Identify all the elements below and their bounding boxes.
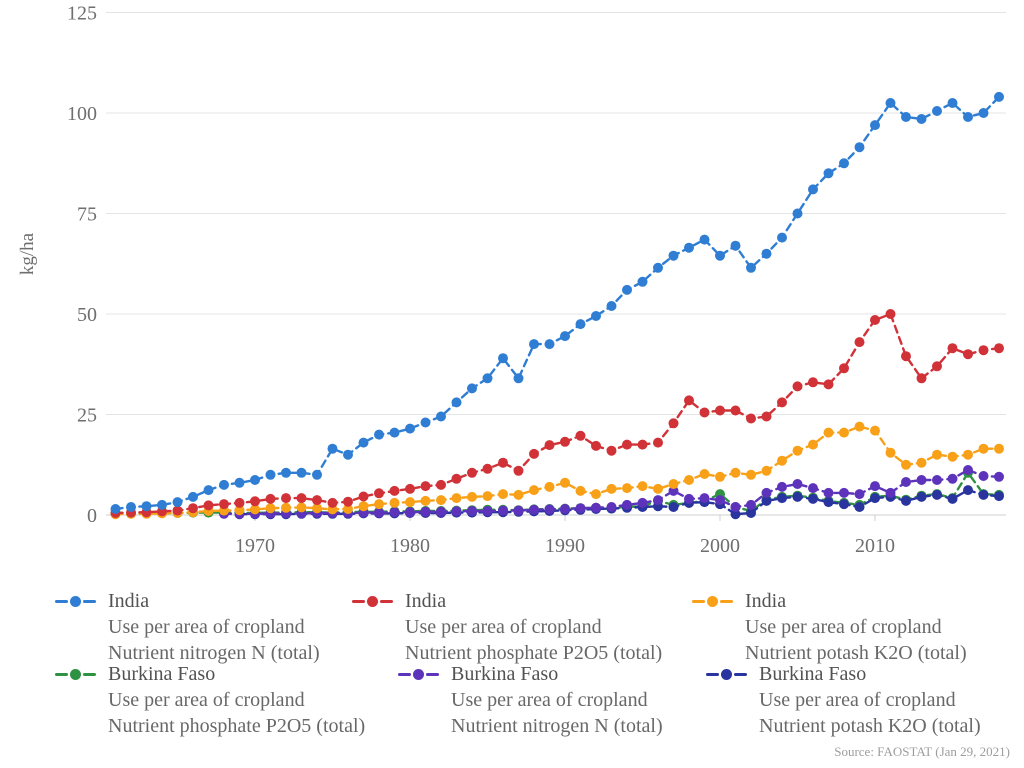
- legend-nutrient: Nutrient potash K2O (total): [745, 642, 967, 664]
- legend-metric: Use per area of cropland: [745, 616, 942, 638]
- legend-marker-icon: [706, 669, 750, 680]
- legend-country: India: [108, 590, 150, 612]
- y-tick-label: 0: [87, 505, 97, 527]
- series-0: [110, 91, 1004, 514]
- source-note: Source: FAOSTAT (Jan 29, 2021): [834, 744, 1010, 759]
- legend-country: Burkina Faso: [451, 663, 559, 685]
- legend-marker-icon: [55, 596, 99, 607]
- legend-country: India: [405, 590, 447, 612]
- y-tick-label: 25: [77, 405, 97, 427]
- legend-nutrient: Nutrient potash K2O (total): [759, 715, 981, 737]
- legend-country: India: [745, 590, 787, 612]
- series-2: [110, 421, 1004, 520]
- legend-metric: Use per area of cropland: [108, 616, 305, 638]
- series-1: [110, 309, 1004, 518]
- y-axis-title: kg/ha: [17, 232, 38, 276]
- x-tick-label: 2000: [700, 535, 740, 557]
- x-tick-label: 1990: [545, 535, 585, 557]
- legend-item-india-potash[interactable]: India Use per area of cropland Nutrient …: [692, 588, 967, 666]
- legend-marker-icon: [352, 596, 396, 607]
- legend-item-burkina-potash[interactable]: Burkina Faso Use per area of cropland Nu…: [706, 661, 981, 739]
- legend-country: Burkina Faso: [759, 663, 867, 685]
- legend-nutrient: Nutrient nitrogen N (total): [451, 715, 663, 737]
- legend-metric: Use per area of cropland: [451, 689, 648, 711]
- legend-item-india-nitrogen[interactable]: India Use per area of cropland Nutrient …: [55, 588, 320, 666]
- x-tick-label: 1970: [235, 535, 275, 557]
- legend-item-burkina-nitrogen[interactable]: Burkina Faso Use per area of cropland Nu…: [398, 661, 663, 739]
- legend-item-burkina-phosphate[interactable]: Burkina Faso Use per area of cropland Nu…: [55, 661, 365, 739]
- legend-country: Burkina Faso: [108, 663, 216, 685]
- legend-nutrient: Nutrient phosphate P2O5 (total): [108, 715, 366, 737]
- legend-nutrient: Nutrient nitrogen N (total): [108, 642, 320, 664]
- legend-marker-icon: [398, 669, 442, 680]
- x-tick-label: 2010: [855, 535, 895, 557]
- line-chart[interactable]: 0 25 50 75 100 125 1970 1980 1990 2000 2010: [0, 0, 1024, 570]
- y-tick-label: 50: [77, 304, 97, 326]
- legend-marker-icon: [55, 669, 99, 680]
- legend-marker-icon: [692, 596, 736, 607]
- y-tick-label: 75: [77, 204, 97, 226]
- x-tick-label: 1980: [390, 535, 430, 557]
- legend-metric: Use per area of cropland: [108, 689, 305, 711]
- y-tick-label: 100: [67, 103, 97, 125]
- legend-nutrient: Nutrient phosphate P2O5 (total): [405, 642, 663, 664]
- legend-metric: Use per area of cropland: [759, 689, 956, 711]
- y-tick-label: 125: [67, 3, 97, 25]
- legend-metric: Use per area of cropland: [405, 616, 602, 638]
- legend-item-india-phosphate[interactable]: India Use per area of cropland Nutrient …: [352, 588, 662, 666]
